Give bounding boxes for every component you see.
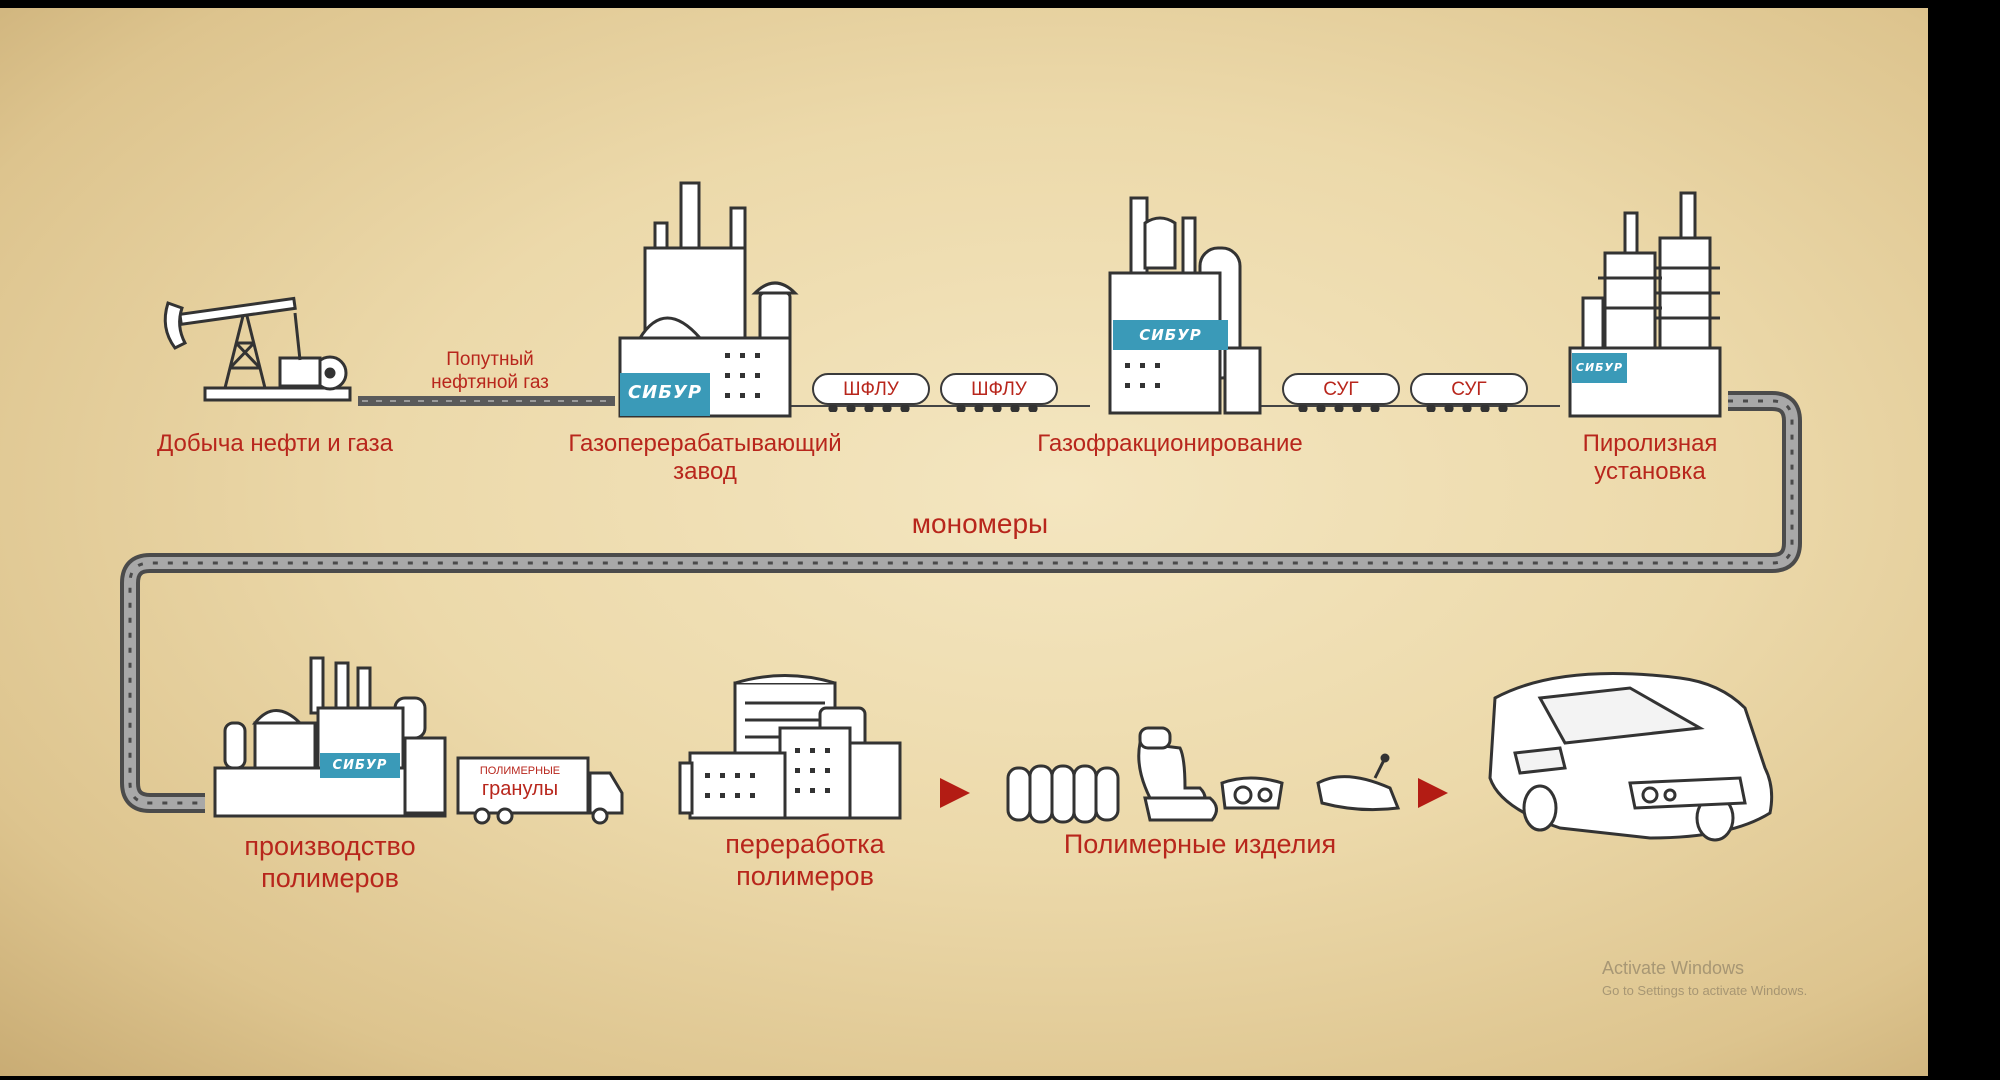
pyrolysis-plant-icon bbox=[1568, 191, 1722, 418]
sibur-logo-polymer-plant: СИБУР bbox=[320, 753, 400, 778]
oil-pump-icon bbox=[163, 296, 352, 402]
tank-car-lpg-2: СУГ bbox=[1410, 373, 1528, 412]
polymer-processing-label-line2: полимеров bbox=[736, 861, 874, 891]
polymer-plant-icon bbox=[213, 656, 447, 818]
fractionation-plant-icon bbox=[1108, 196, 1262, 415]
activate-windows-subtitle: Go to Settings to activate Windows. bbox=[1602, 983, 1808, 998]
truck-label-line1: ПОЛИМЕРНЫЕ bbox=[479, 765, 561, 777]
car-icon bbox=[1488, 672, 1774, 842]
sibur-logo-gpz: СИБУР bbox=[620, 378, 710, 408]
pipeline-layer bbox=[120, 181, 1802, 842]
flow-arrow-1 bbox=[940, 778, 970, 808]
gpz-label-line2: завод bbox=[673, 458, 737, 485]
sibur-logo-fractionation: СИБУР bbox=[1113, 320, 1228, 350]
sibur-logo-pyrolysis: СИБУР bbox=[1572, 353, 1627, 383]
diagram-canvas: Добыча нефти и газа Попутный нефтяной га… bbox=[0, 8, 1928, 1076]
polymer-production-label-line2: полимеров bbox=[261, 863, 399, 893]
pyrolysis-label-line1: Пиролизная bbox=[1582, 430, 1718, 457]
flow-arrow-2 bbox=[1418, 778, 1448, 808]
headlight-icon bbox=[1220, 776, 1284, 810]
monomer-pipeline bbox=[120, 391, 1802, 813]
tires-icon bbox=[1006, 764, 1120, 824]
tank-car-ngl-2: ШФЛУ bbox=[940, 373, 1058, 412]
pyrolysis-label-line2: установка bbox=[1594, 458, 1706, 485]
truck-label-line2: гранулы bbox=[481, 778, 559, 800]
extraction-label: Добыча нефти и газа bbox=[156, 430, 393, 457]
tank-car-ngl-1: ШФЛУ bbox=[812, 373, 930, 412]
polymer-production-label-line1: производство bbox=[244, 831, 416, 861]
polymer-products-label: Полимерные изделия bbox=[1063, 829, 1337, 859]
car-seat-icon bbox=[1137, 726, 1218, 822]
processing-plant-icon bbox=[678, 674, 902, 820]
polymer-processing-label-line1: переработка bbox=[725, 829, 885, 859]
gas-fractionation-label: Газофракционирование bbox=[1037, 430, 1303, 457]
gpz-label-line1: Газоперерабатывающий bbox=[568, 430, 842, 457]
mirror-icon bbox=[1316, 753, 1401, 812]
truck-icon bbox=[456, 756, 624, 825]
monomers-label: мономеры bbox=[911, 508, 1049, 539]
activate-windows-title: Activate Windows bbox=[1602, 958, 1745, 978]
associated-gas-label-line1: Попутный bbox=[446, 349, 534, 370]
tank-car-lpg-1: СУГ bbox=[1282, 373, 1400, 412]
associated-gas-label-line2: нефтяной газ bbox=[431, 372, 549, 393]
